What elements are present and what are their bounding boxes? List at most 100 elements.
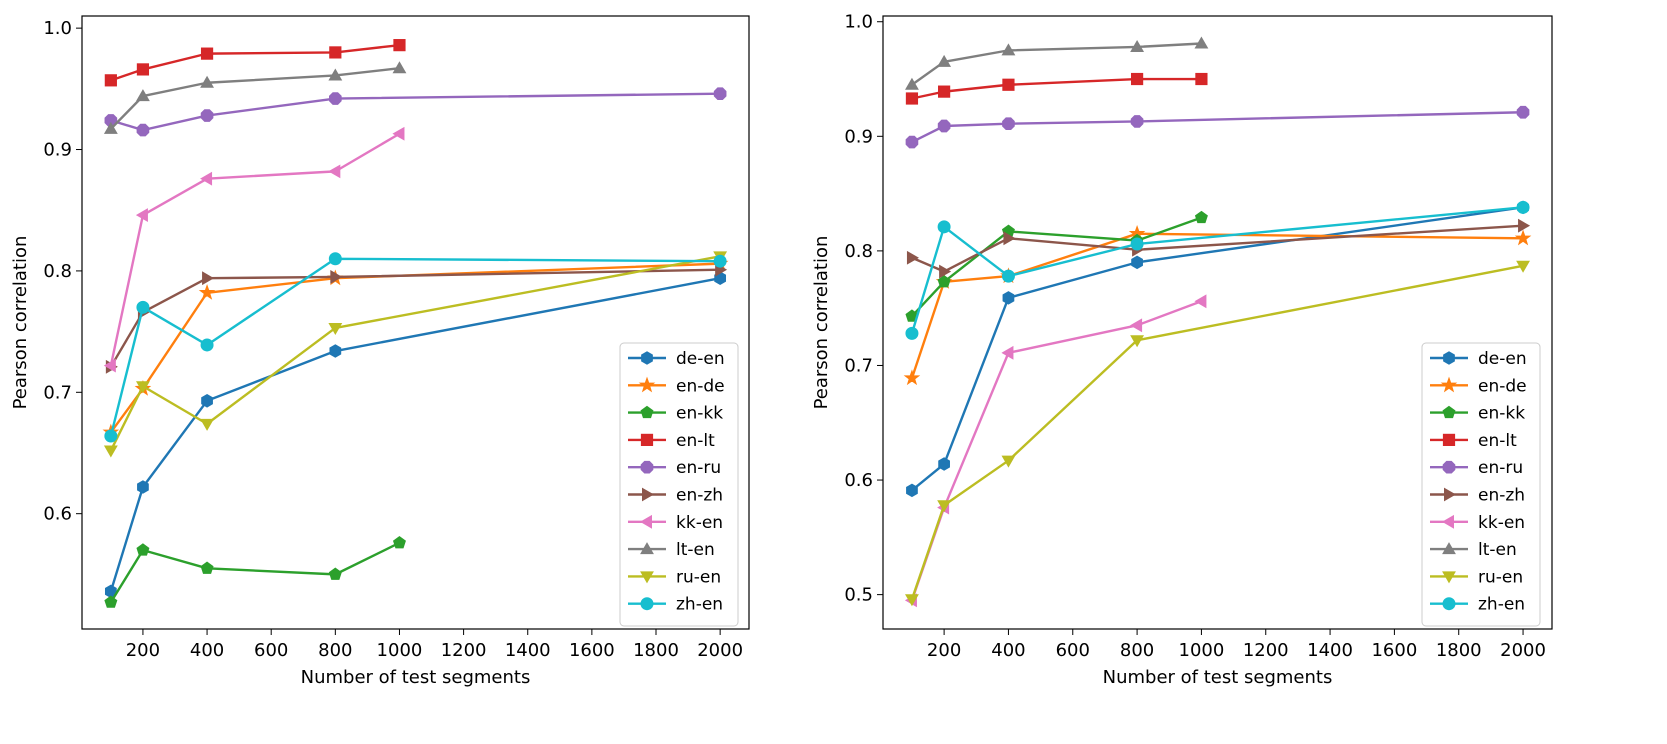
data-point-zh-en	[905, 326, 919, 340]
y-tick-label: 1.0	[844, 12, 873, 33]
data-point-en-de	[903, 369, 921, 386]
legend: de-en en-de en-kk en-lt en-ru en-zh kk-en lt-en…	[1421, 342, 1541, 627]
data-point-zh-en	[1130, 237, 1144, 251]
data-point-en-ru	[136, 123, 150, 137]
data-point-en-zh	[939, 264, 952, 279]
data-point-ru-en	[1130, 335, 1145, 348]
x-tick-label: 400	[190, 640, 224, 661]
data-point-ru-en	[200, 418, 214, 431]
y-tick-label: 0.7	[844, 355, 873, 376]
legend-label: en-kk	[676, 404, 723, 424]
series-line-zh-en	[910, 206, 1524, 334]
data-point-kk-en	[1130, 318, 1143, 333]
x-tick-label: 1400	[1307, 640, 1353, 661]
legend-label: de-en	[1478, 349, 1527, 369]
axes-frame	[882, 15, 1553, 630]
legend-marker-en-de	[1440, 376, 1458, 393]
data-point-zh-en	[937, 220, 951, 234]
data-point-lt-en	[937, 54, 952, 67]
data-point-lt-en	[103, 121, 118, 134]
series-en-kk	[905, 210, 1208, 322]
legend-label: en-zh	[1478, 486, 1525, 506]
legend: de-en en-de en-kk en-lt en-ru en-zh kk-en lt-en…	[619, 342, 739, 627]
legend-label: zh-en	[676, 595, 723, 615]
data-point-en-lt	[1130, 72, 1144, 86]
data-point-zh-en	[328, 252, 342, 266]
legend-marker-en-zh	[1444, 487, 1457, 502]
data-point-ru-en	[136, 381, 150, 394]
data-point-en-lt	[393, 39, 406, 52]
data-point-en-zh	[906, 250, 919, 265]
x-tick-label: 200	[126, 640, 160, 661]
data-point-en-ru	[1516, 105, 1530, 119]
series-kk-en	[904, 294, 1207, 608]
x-tick-label: 1600	[1371, 640, 1417, 661]
series-line-en-lt	[911, 77, 1202, 100]
axes-frame	[81, 15, 750, 630]
x-tick-label: 400	[991, 640, 1025, 661]
y-tick-label: 0.6	[43, 504, 72, 525]
legend-marker-en-lt	[640, 433, 654, 446]
data-point-de-en	[1131, 255, 1143, 270]
legend-marker-en-ru	[1442, 460, 1456, 474]
legend-label: en-lt	[1478, 431, 1517, 451]
series-lt-en	[905, 36, 1209, 90]
data-point-ru-en	[937, 500, 952, 513]
x-tick-label: 800	[1120, 640, 1154, 661]
data-point-en-lt	[1002, 78, 1015, 91]
data-point-en-de	[1514, 229, 1532, 246]
data-point-lt-en	[1001, 43, 1016, 56]
x-tick-label: 2000	[1500, 640, 1546, 661]
series-ru-en	[103, 251, 728, 458]
legend-marker-lt-en	[1442, 542, 1456, 555]
x-tick-label: 1600	[569, 640, 615, 661]
data-point-lt-en	[328, 68, 343, 81]
series-zh-en	[104, 252, 727, 443]
data-point-en-kk	[392, 536, 406, 549]
series-ru-en	[905, 260, 1530, 607]
legend-marker-lt-en	[640, 542, 654, 555]
data-point-en-kk	[1194, 210, 1208, 224]
x-tick-label: 1200	[441, 640, 487, 661]
legend-label: zh-en	[1478, 595, 1525, 615]
series-en-kk	[104, 536, 406, 608]
legend-marker-en-kk	[640, 405, 654, 419]
legend-label: en-ru	[676, 458, 721, 478]
data-point-de-en	[906, 483, 918, 498]
y-axis-label: Pearson correlation	[811, 236, 832, 410]
y-tick-label: 0.9	[844, 126, 873, 147]
legend-marker-kk-en	[1441, 514, 1454, 529]
data-point-zh-en	[104, 429, 118, 443]
data-point-en-lt	[200, 47, 214, 60]
data-point-en-de	[198, 284, 216, 300]
data-point-en-lt	[329, 46, 342, 59]
series-line-kk-en	[109, 132, 401, 366]
data-point-en-ru	[905, 135, 919, 149]
data-point-ru-en	[103, 445, 118, 458]
x-tick-label: 600	[254, 640, 288, 661]
data-point-de-en	[201, 394, 213, 408]
legend-label: en-de	[1478, 376, 1527, 396]
legend-label: ru-en	[676, 567, 721, 587]
data-point-de-en	[938, 457, 950, 471]
series-de-en	[104, 271, 727, 599]
data-point-en-zh	[202, 271, 215, 286]
legend-label: en-zh	[676, 486, 723, 506]
data-point-de-en	[137, 480, 149, 494]
data-point-zh-en	[1516, 200, 1530, 214]
data-point-en-kk	[104, 595, 118, 608]
series-en-lt	[905, 72, 1208, 105]
legend-marker-en-ru	[640, 460, 654, 474]
data-point-zh-en	[713, 254, 727, 268]
data-point-en-lt	[938, 85, 951, 98]
y-tick-label: 0.8	[43, 261, 72, 282]
data-point-kk-en	[200, 171, 213, 186]
x-tick-label: 200	[927, 640, 961, 661]
legend-label: en-ru	[1478, 458, 1523, 478]
data-point-en-lt	[905, 92, 919, 105]
data-point-lt-en	[200, 75, 214, 88]
data-point-kk-en	[328, 164, 341, 179]
y-tick-label: 0.8	[844, 241, 873, 262]
data-point-lt-en	[1130, 39, 1145, 52]
legend-marker-ru-en	[1442, 571, 1456, 584]
